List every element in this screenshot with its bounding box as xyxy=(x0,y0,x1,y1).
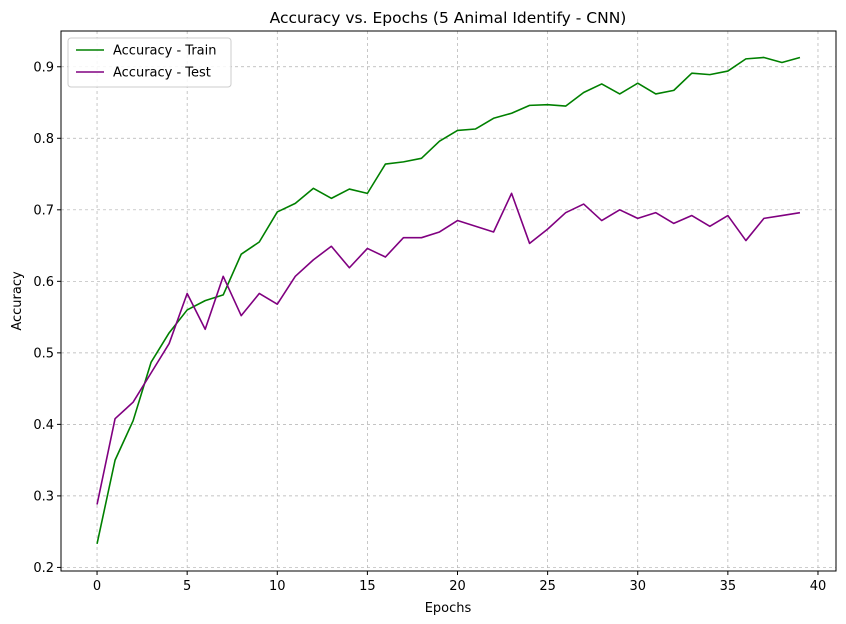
y-tick-label: 0.6 xyxy=(33,275,54,290)
x-tick-label: 20 xyxy=(449,579,466,594)
y-axis-label: Accuracy xyxy=(10,271,25,331)
series-lines xyxy=(96,56,801,544)
grid xyxy=(61,31,836,571)
legend-box xyxy=(67,37,232,88)
y-tick-label: 0.9 xyxy=(33,60,54,75)
legend-label: Accuracy - Train xyxy=(113,44,217,59)
legend: Accuracy - Train Accuracy - Test xyxy=(67,37,232,88)
x-tick-label: 5 xyxy=(183,579,191,594)
y-tick-label: 0.7 xyxy=(33,203,54,218)
y-tick-label: 0.8 xyxy=(33,132,54,147)
x-tick-label: 30 xyxy=(629,579,646,594)
series-line-test xyxy=(96,192,801,505)
x-tick-label: 35 xyxy=(720,579,737,594)
y-tick-label: 0.2 xyxy=(33,561,54,576)
ticks: 0 5 10 15 20 25 30 35 40 0.2 0.3 0.4 0.5 0.6 0.7 0.8 0.9 xyxy=(33,60,826,594)
plot-frame xyxy=(60,30,837,572)
y-tick-label: 0.5 xyxy=(33,346,54,361)
x-tick-label: 0 xyxy=(93,579,101,594)
x-tick-label: 40 xyxy=(810,579,827,594)
x-tick-label: 25 xyxy=(539,579,556,594)
x-axis-label: Epochs xyxy=(425,601,472,616)
y-tick-label: 0.3 xyxy=(33,489,54,504)
legend-label: Accuracy - Test xyxy=(113,66,211,81)
chart-title: Accuracy vs. Epochs (5 Animal Identify -… xyxy=(270,9,627,27)
series-line-train xyxy=(96,56,801,544)
y-tick-label: 0.4 xyxy=(33,418,54,433)
x-tick-label: 15 xyxy=(359,579,376,594)
x-tick-label: 10 xyxy=(269,579,286,594)
